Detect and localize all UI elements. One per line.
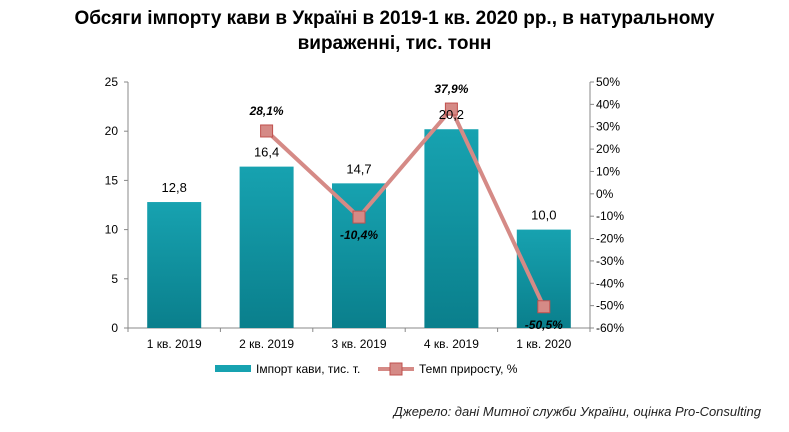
growth-point-marker: [537, 300, 551, 314]
y-left-tick-label: 20: [105, 124, 119, 138]
y-left-tick-label: 25: [105, 75, 119, 89]
bars: [147, 129, 571, 328]
y-right-tick-label: -30%: [596, 254, 624, 268]
source-note: Джерело: дані Митної служби України, оці…: [393, 404, 761, 419]
bar-value-label: 14,7: [346, 161, 371, 176]
y-right-tick-label: 50%: [596, 75, 620, 89]
y-right-tick-label: 20%: [596, 142, 620, 156]
y-right-tick-label: -20%: [596, 232, 624, 246]
legend: Імпорт кави, тис. т. Темп приросту, %: [215, 362, 518, 376]
data-labels: 12,8 16,4 14,7 20,2 10,0 28,1% -10,4% 37,9% -50,…: [162, 82, 564, 332]
chart-title: Обсяги імпорту кави в Україні в 2019-1 к…: [0, 6, 789, 56]
growth-point-marker: [444, 102, 458, 116]
growth-value-label: -50,5%: [525, 318, 563, 332]
x-tick-label: 1 кв. 2019: [147, 337, 202, 351]
growth-line: [260, 102, 551, 314]
growth-value-label: 28,1%: [249, 104, 284, 118]
bar: [239, 166, 294, 328]
bar: [147, 202, 202, 328]
bar-value-label: 12,8: [162, 180, 187, 195]
y-left-tick-label: 5: [111, 272, 118, 286]
y-right-tick-label: 10%: [596, 164, 620, 178]
legend-label-imports: Імпорт кави, тис. т.: [256, 362, 360, 376]
y-right-tick-label: -50%: [596, 299, 624, 313]
y-right-tick-label: 40%: [596, 97, 620, 111]
y-left-tick-label: 10: [105, 223, 119, 237]
chart-title-line1: Обсяги імпорту кави в Україні в 2019-1 к…: [74, 8, 715, 29]
y-left-tick-label: 15: [105, 173, 119, 187]
growth-point-marker: [352, 210, 366, 224]
y-right-tick-label: -60%: [596, 321, 624, 335]
y-right-tick-label: -10%: [596, 209, 624, 223]
y-left-tick-label: 0: [111, 321, 118, 335]
x-tick-label: 3 кв. 2019: [332, 337, 387, 351]
axes: 0 5 10 15 20 25 -60% -50% -40% -30% -20% -10% 0% 10% 2…: [105, 75, 625, 351]
x-tick-label: 4 кв. 2019: [424, 337, 479, 351]
x-tick-label: 2 кв. 2019: [239, 337, 294, 351]
bar-value-label: 10,0: [531, 208, 556, 223]
chart-title-line2: вираженні, тис. тонн: [297, 33, 492, 54]
y-right-tick-label: -40%: [596, 276, 624, 290]
bar-value-label: 16,4: [254, 145, 279, 160]
legend-label-growth: Темп приросту, %: [419, 362, 518, 376]
bar: [424, 129, 479, 328]
legend-marker-growth: [389, 362, 403, 376]
growth-value-label: 37,9%: [434, 82, 468, 96]
bar-value-label: 20,2: [439, 107, 464, 122]
x-tick-label: 1 кв. 2020: [516, 337, 571, 351]
y-right-tick-label: 30%: [596, 120, 620, 134]
bar: [332, 183, 386, 328]
growth-value-label: -10,4%: [340, 228, 378, 242]
growth-point-marker: [260, 124, 274, 138]
y-right-tick-label: 0%: [596, 187, 614, 201]
legend-swatch-imports: [215, 365, 251, 372]
growth-line-path: [265, 107, 546, 308]
